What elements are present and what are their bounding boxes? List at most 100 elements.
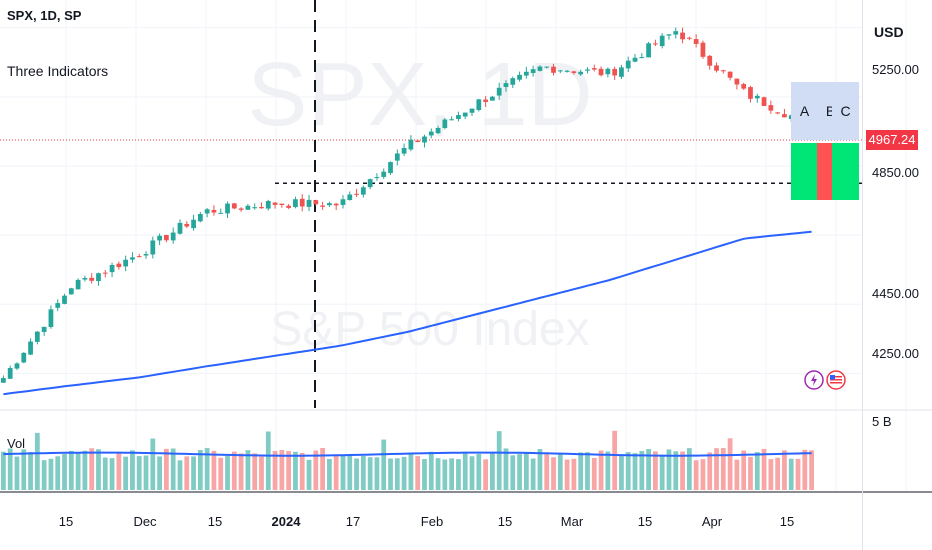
candle-body xyxy=(82,277,88,280)
volume-label[interactable]: Vol xyxy=(7,436,26,451)
volume-bar xyxy=(483,459,488,490)
candle-body xyxy=(272,202,278,205)
volume-bar xyxy=(802,449,808,490)
candle-body xyxy=(116,263,122,268)
volume-bar xyxy=(754,452,760,490)
candle-body xyxy=(598,68,604,76)
price-tick: 4250.00 xyxy=(872,346,919,361)
volume-bar xyxy=(612,430,618,490)
volume-bar xyxy=(320,447,325,490)
candle-body xyxy=(157,235,162,241)
symbol-line[interactable]: SPX, 1D, SP xyxy=(7,8,82,23)
volume-bar xyxy=(313,450,319,490)
indicator-state-a xyxy=(791,143,818,200)
candle-body xyxy=(408,139,414,150)
volume-bar xyxy=(245,450,251,490)
time-tick: Mar xyxy=(560,514,584,529)
candle-body xyxy=(741,84,747,89)
candle-body xyxy=(530,69,536,74)
candle-body xyxy=(170,232,176,241)
volume-bar xyxy=(449,458,455,490)
candle-body xyxy=(591,68,597,70)
volume-bar xyxy=(564,459,570,490)
volume-bar xyxy=(360,455,366,490)
volume-bar xyxy=(517,454,522,490)
volume-bar xyxy=(795,458,801,490)
candle-body xyxy=(1,378,6,383)
candle-body xyxy=(204,209,210,214)
candle-body xyxy=(476,99,482,110)
volume-bar xyxy=(374,457,380,490)
candle-body xyxy=(211,209,217,213)
volume-bar xyxy=(544,453,550,490)
volume-bar xyxy=(503,448,509,490)
indicator-name[interactable]: Three Indicators xyxy=(7,63,109,79)
candle-body xyxy=(775,112,781,114)
volume-bar xyxy=(197,450,203,490)
candle-body xyxy=(394,153,400,161)
candle-body xyxy=(231,203,237,209)
us-flag-icon[interactable] xyxy=(826,370,846,390)
candle-body xyxy=(707,55,713,66)
candle-body xyxy=(68,288,74,295)
volume-axis-tick: 5 B xyxy=(872,414,892,429)
volume-bar xyxy=(761,448,767,490)
volume-bar xyxy=(598,450,604,490)
volume-bar xyxy=(14,456,20,490)
volume-bar xyxy=(714,448,719,490)
volume-bar xyxy=(150,438,156,490)
volume-bar xyxy=(510,455,516,490)
volume-bar xyxy=(211,450,217,490)
candle-body xyxy=(619,67,624,77)
volume-bar xyxy=(496,431,502,490)
volume-bar xyxy=(7,448,13,490)
candle-body xyxy=(646,43,651,58)
candle-body xyxy=(89,277,95,281)
indicator-label-a: A xyxy=(791,82,818,140)
volume-bar xyxy=(401,456,407,490)
volume-bar xyxy=(557,454,563,490)
volume-bar xyxy=(123,456,129,490)
volume-bar xyxy=(347,455,353,490)
watermark-name: S&P 500 Index xyxy=(270,303,589,356)
volume-bar xyxy=(394,458,400,490)
volume-bar xyxy=(490,452,495,490)
candle-body xyxy=(422,136,427,143)
time-tick: 15 xyxy=(207,514,223,529)
candle-body xyxy=(286,205,292,208)
candle-body xyxy=(673,31,679,35)
volume-bar xyxy=(775,457,781,490)
candle-body xyxy=(347,194,353,201)
candle-body xyxy=(41,326,47,332)
candle-body xyxy=(293,199,298,208)
volume-bar xyxy=(727,438,733,490)
lightning-icon[interactable] xyxy=(804,370,824,390)
volume-bar xyxy=(96,449,101,490)
volume-bar xyxy=(388,458,393,490)
candle-body xyxy=(666,34,672,36)
volume-bar xyxy=(693,460,699,490)
candle-body xyxy=(367,179,373,188)
volume-bar xyxy=(333,454,339,490)
volume-bar xyxy=(265,431,271,490)
candle-body xyxy=(75,279,81,290)
candle-body xyxy=(150,240,156,255)
candle-body xyxy=(225,203,230,214)
volume-ma-line xyxy=(3,451,812,457)
candle-body xyxy=(782,114,787,118)
indicator-state-c xyxy=(832,143,859,200)
price-tick: 4850.00 xyxy=(872,165,919,180)
candle-body xyxy=(360,187,366,195)
volume-bar xyxy=(170,448,176,490)
currency-label[interactable]: USD xyxy=(874,24,904,40)
volume-bar xyxy=(686,448,692,490)
candle-body xyxy=(605,68,611,75)
volume-bar xyxy=(646,449,651,490)
candle-body xyxy=(238,208,244,210)
volume-bar xyxy=(41,460,47,490)
watermark-symbol: SPX, 1D xyxy=(247,45,592,145)
volume-bar xyxy=(340,454,346,490)
volume-bar xyxy=(415,456,421,490)
time-tick: 15 xyxy=(497,514,513,529)
